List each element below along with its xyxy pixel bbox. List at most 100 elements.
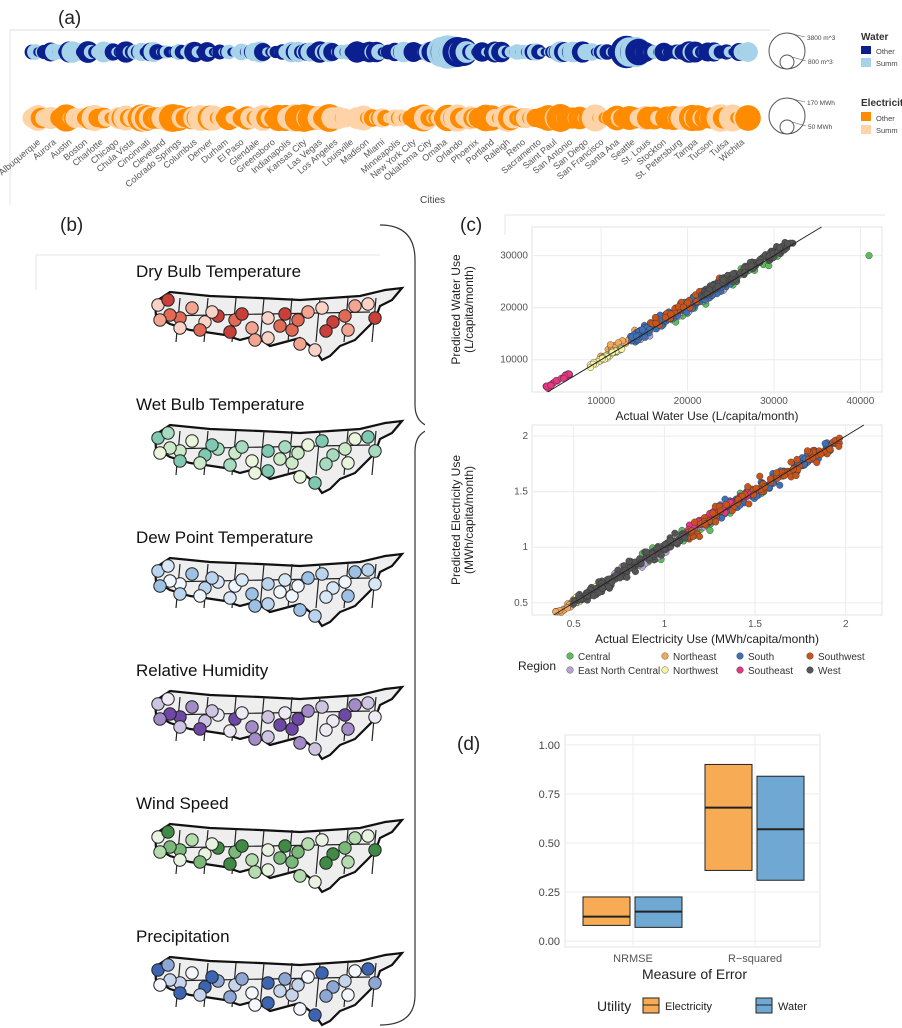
city-dot — [368, 843, 382, 857]
scatter-point — [563, 604, 571, 612]
city-dot — [245, 321, 259, 335]
city-dot — [368, 577, 382, 591]
city-dot — [368, 311, 382, 325]
electricity-color-legend: Electricity Other Summ — [861, 98, 902, 135]
city-dot — [293, 869, 307, 883]
city-dot — [161, 825, 175, 839]
region-legend-key — [806, 666, 814, 674]
y-tick-label: 1.00 — [539, 740, 560, 752]
city-dot — [319, 723, 333, 737]
city-dot — [205, 438, 219, 452]
water-other-swatch — [861, 46, 871, 54]
weather-maps: Dry Bulb Temperature Wet Bulb Temperature… — [35, 224, 425, 1027]
y-axis-label: (L/capita/month) — [462, 266, 476, 353]
scatter-point — [586, 363, 594, 371]
panel-c-label: (c) — [460, 215, 483, 236]
city-dot — [245, 720, 259, 734]
water-glyph — [738, 42, 758, 62]
city-dot — [361, 962, 375, 976]
scatter-point — [817, 450, 825, 458]
weather-map: Relative Humidity — [136, 661, 405, 761]
water-glyph-row — [24, 35, 758, 69]
city-dot — [248, 333, 262, 347]
city-dot — [361, 430, 375, 444]
city-dot — [278, 839, 292, 853]
y-axis-label: Predicted Water Use — [449, 254, 463, 365]
region-legend-label: Southwest — [818, 652, 865, 663]
city-dot — [368, 444, 382, 458]
city-dot — [223, 724, 237, 738]
city-dot — [273, 851, 287, 865]
city-dot — [261, 577, 275, 591]
city-dot — [301, 305, 315, 319]
city-dot — [173, 587, 187, 601]
region-legend-label: Southeast — [748, 666, 793, 677]
city-dot — [248, 466, 262, 480]
electricity-glyph-row — [22, 104, 761, 132]
city-dot — [338, 841, 352, 855]
region-legend-label: Central — [578, 652, 610, 663]
scatter-point — [773, 469, 781, 477]
water-color-legend: Water Other Summ — [861, 32, 898, 68]
city-dot — [261, 730, 275, 744]
electricity-size-legend: 170 MWh 50 MWh — [768, 97, 835, 135]
city-dot — [308, 875, 322, 889]
y-tick-label: 0.75 — [539, 789, 560, 801]
city-dot — [193, 589, 207, 603]
city-dot — [185, 301, 199, 315]
city-dot — [361, 563, 375, 577]
elec-legend-other: Other — [876, 114, 895, 123]
city-dot — [326, 315, 340, 329]
city-dot — [315, 434, 329, 448]
electricity-glyph — [735, 105, 761, 131]
city-dot — [161, 692, 175, 706]
scatter-point — [712, 518, 720, 526]
city-dot — [326, 448, 340, 462]
city-dot — [261, 311, 275, 325]
city-dot — [248, 998, 262, 1012]
x-tick-label: NRMSE — [613, 953, 653, 965]
scatter-point — [835, 442, 843, 450]
city-dot — [261, 976, 275, 990]
x-tick-label: 10000 — [587, 396, 615, 407]
region-legend-key — [566, 666, 574, 674]
legend-title: Utility — [597, 998, 631, 1014]
city-dot — [301, 970, 315, 984]
city-dot — [308, 476, 322, 490]
legend-label: Electricity — [665, 1001, 713, 1013]
scatter-point — [695, 533, 703, 541]
scatter-point — [745, 500, 753, 508]
scatter-point — [547, 382, 555, 390]
city-dot — [273, 452, 287, 466]
city-dot — [308, 742, 322, 756]
city-dot — [319, 856, 333, 870]
scatter-point — [671, 529, 679, 537]
scatter-point — [623, 573, 631, 581]
y-tick-label: 10000 — [500, 355, 528, 366]
weather-map: Wet Bulb Temperature — [136, 395, 405, 495]
city-dot — [278, 972, 292, 986]
city-dot — [291, 446, 305, 460]
scatter-point — [803, 447, 811, 455]
city-dot — [185, 700, 199, 714]
city-dot — [153, 579, 167, 593]
city-dot — [223, 857, 237, 871]
region-legend-label: South — [748, 652, 774, 663]
weather-map: Precipitation — [136, 927, 405, 1027]
city-dot — [301, 837, 315, 851]
city-dot — [248, 599, 262, 613]
water-legend-summer: Summ — [876, 59, 898, 68]
city-dot — [173, 720, 187, 734]
city-dot — [273, 585, 287, 599]
y-tick-label: 0.5 — [514, 598, 528, 609]
city-dot — [319, 457, 333, 471]
region-legend-key — [661, 652, 669, 660]
city-dot — [261, 464, 275, 478]
city-dot — [173, 454, 187, 468]
plot-area — [531, 226, 883, 393]
city-dot — [338, 708, 352, 722]
city-dot — [193, 323, 207, 337]
city-dot — [161, 958, 175, 972]
scatter-point — [706, 526, 714, 534]
scatter-point — [792, 472, 800, 480]
